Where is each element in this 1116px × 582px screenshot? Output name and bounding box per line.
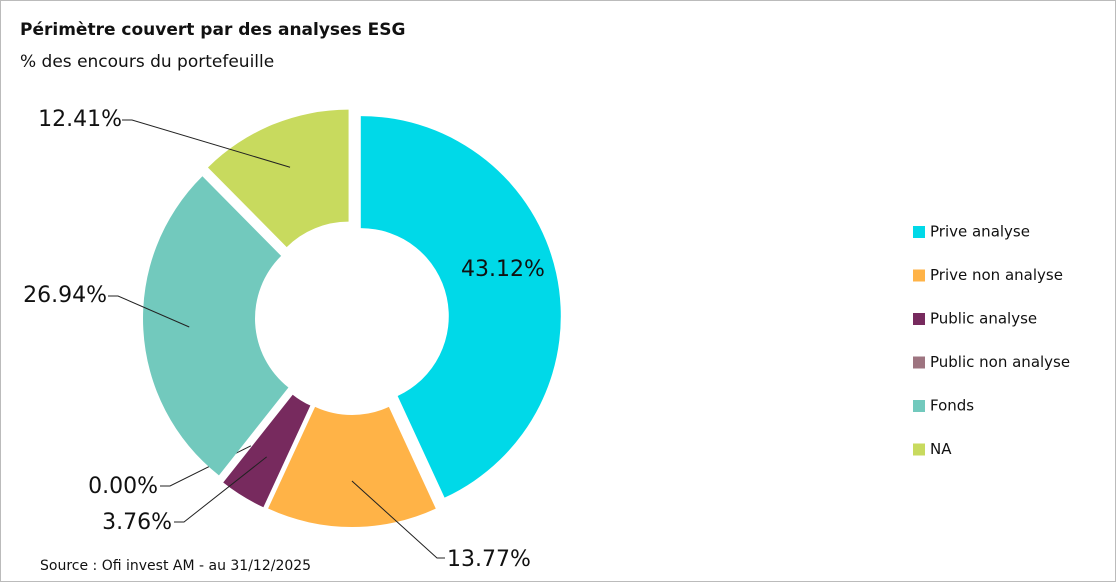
leader-line: [174, 456, 267, 523]
legend-swatch: [913, 356, 925, 369]
legend-swatch: [913, 269, 925, 282]
donut-slice: [223, 394, 311, 508]
legend-label: NA: [930, 440, 952, 458]
legend-swatch: [913, 400, 925, 412]
donut-slice: [143, 176, 289, 476]
legend-swatch: [913, 443, 925, 456]
data-label: 12.41%: [38, 107, 122, 132]
data-label: 13.77%: [447, 547, 531, 572]
legend-label: Prive non analyse: [930, 266, 1063, 284]
legend-swatch: [913, 313, 925, 325]
chart-title: Périmètre couvert par des analyses ESG: [20, 20, 405, 40]
donut-slice: [207, 109, 349, 248]
leader-line: [108, 295, 190, 328]
source-note: Source : Ofi invest AM - au 31/12/2025: [40, 558, 311, 574]
donut-slice: [360, 116, 561, 498]
legend-label: Public analyse: [930, 310, 1037, 328]
legend-label: Prive analyse: [930, 223, 1030, 241]
leader-line: [122, 119, 291, 168]
data-label: 26.94%: [23, 283, 107, 308]
legend-label: Public non analyse: [930, 353, 1070, 371]
legend-swatch: [913, 226, 925, 238]
legend-label: Fonds: [930, 397, 974, 415]
donut-slice: [268, 406, 436, 527]
chart-subtitle: % des encours du portefeuille: [20, 52, 274, 72]
donut-slice: [222, 394, 292, 482]
leader-line: [351, 480, 445, 559]
data-label: 0.00%: [88, 474, 158, 499]
data-label: 43.12%: [461, 257, 545, 282]
data-label: 3.76%: [102, 510, 172, 535]
